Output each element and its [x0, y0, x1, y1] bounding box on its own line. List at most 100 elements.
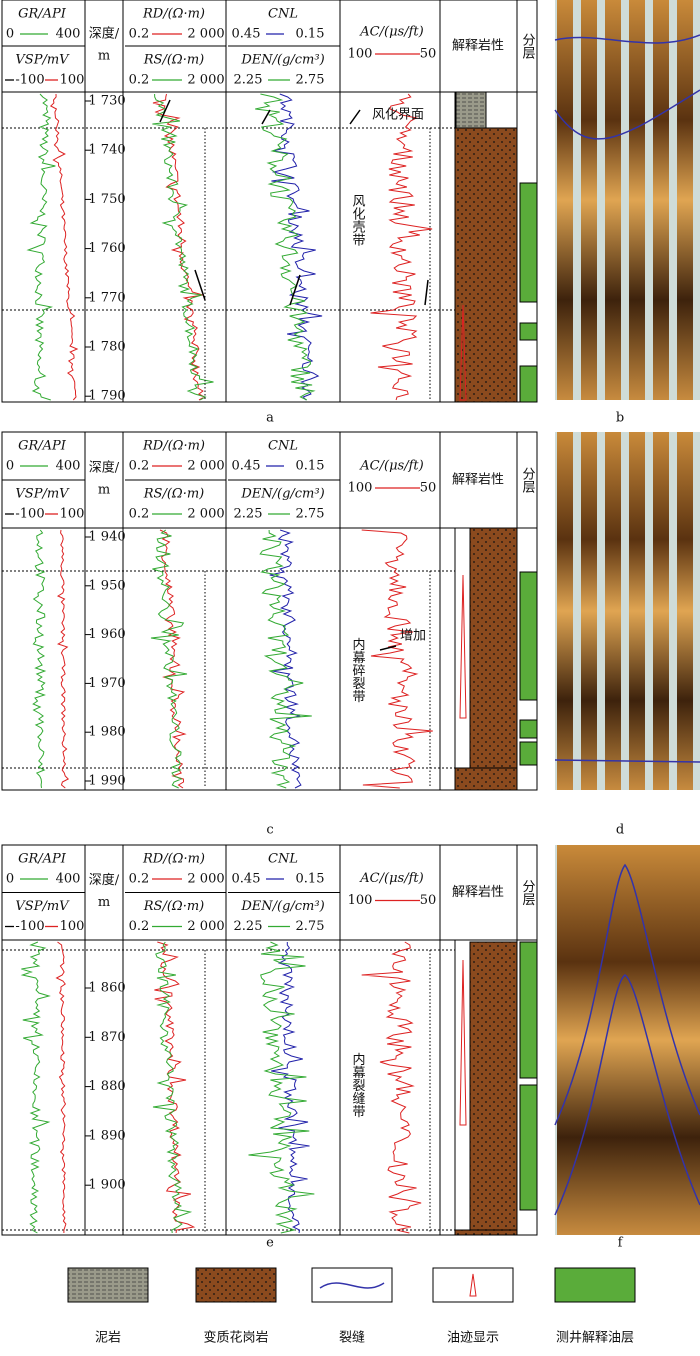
granite: [469, 527, 518, 769]
arrow: [194, 269, 206, 301]
header-label: 深度/: [89, 872, 120, 888]
mudstone: [455, 91, 487, 129]
legend-label: 泥岩: [95, 1331, 121, 1346]
header-label: 深度/: [89, 26, 120, 42]
header-label: 50: [420, 481, 437, 496]
core-strip: [677, 432, 693, 790]
header-label: VSP/mV: [15, 899, 70, 914]
header-label: 0: [6, 27, 14, 42]
oil-show: [459, 574, 467, 719]
log-curve: [154, 941, 196, 1234]
arrow: [289, 274, 301, 306]
depth-tick-label: 1 900: [88, 1178, 125, 1193]
depth-tick-label: 1 870: [88, 1030, 125, 1045]
oil-layer: [519, 719, 538, 739]
header-label: CNL: [268, 7, 298, 22]
legend-label: 裂缝: [339, 1331, 365, 1346]
header-label: 分层: [520, 33, 536, 60]
granite: [454, 127, 518, 403]
header-label: 0: [6, 459, 14, 474]
log-curve: [361, 941, 422, 1234]
core-strip: [605, 432, 621, 790]
depth-tick-label: 1 970: [88, 676, 125, 691]
log-curve: [152, 93, 206, 401]
image-bg: [555, 432, 700, 790]
fracture: [554, 34, 700, 44]
header-label: 0.2: [129, 919, 150, 934]
image-bg: [555, 0, 700, 400]
log-curve: [32, 529, 47, 789]
core-strip: [557, 845, 581, 1235]
legend-swatch: [67, 1267, 149, 1303]
oil-layer: [519, 365, 538, 403]
depth-tick-label: 1 780: [88, 340, 125, 355]
header-label: CNL: [268, 852, 298, 867]
header-label: 400: [56, 872, 81, 887]
oil-layer: [519, 182, 538, 303]
oil-layer: [519, 941, 538, 1079]
core-strip: [629, 0, 645, 400]
core-image: [554, 432, 700, 790]
header-label: 2 000: [187, 919, 224, 934]
header-label: 2 000: [187, 459, 224, 474]
header-label: AC/(μs/ft): [359, 459, 423, 474]
header-label: 0.15: [296, 459, 325, 474]
depth-tick-label: 1 960: [88, 627, 125, 642]
header-label: CNL: [268, 439, 298, 454]
header-label: RD/(Ω·m): [142, 439, 205, 454]
header-label: RD/(Ω·m): [142, 852, 205, 867]
core-strip: [677, 845, 700, 1235]
header-label: RS/(Ω·m): [143, 899, 204, 914]
depth-tick-label: 1 860: [88, 981, 125, 996]
log-curve: [159, 529, 187, 789]
core-strip: [629, 432, 645, 790]
header-label: 0.15: [296, 27, 325, 42]
header-label: 0.45: [232, 459, 261, 474]
header-label: DEN/(g/cm³): [240, 487, 324, 502]
arrow: [159, 99, 171, 123]
depth-tick-label: 1 880: [88, 1079, 125, 1094]
oil-layer: [519, 741, 538, 766]
header-label: RS/(Ω·m): [143, 53, 204, 68]
header-label: 100: [60, 919, 85, 934]
header-label: GR/API: [18, 439, 67, 454]
legend-oil: [469, 1273, 477, 1297]
granite: [469, 941, 518, 1231]
oil-show: [459, 959, 467, 1126]
header-label: AC/(μs/ft): [359, 25, 423, 40]
log-curve: [26, 93, 56, 401]
depth-tick-label: 1 990: [88, 774, 125, 789]
header-label: -100: [15, 507, 44, 522]
oil-layer: [519, 1084, 538, 1211]
core-strip: [581, 845, 605, 1235]
core-strip: [557, 0, 573, 400]
granite: [454, 1229, 518, 1236]
arrow: [349, 109, 361, 125]
arrow: [424, 279, 429, 306]
header-label: -100: [15, 919, 44, 934]
header-label: 100: [60, 73, 85, 88]
header-label: RD/(Ω·m): [142, 7, 205, 22]
log-curve: [49, 93, 79, 401]
header-label: 分层: [520, 467, 536, 494]
annotation: 风化壳带: [350, 194, 366, 246]
log-curve: [55, 941, 67, 1233]
log-curve: [370, 93, 433, 401]
header-label: 0.45: [232, 27, 261, 42]
depth-tick-label: 1 790: [88, 389, 125, 404]
header-label: 0.2: [129, 872, 150, 887]
image-label: f: [618, 1236, 624, 1251]
header-label: 100: [60, 507, 85, 522]
depth-tick-label: 1 730: [88, 94, 125, 109]
log-curve: [255, 93, 316, 401]
annotation: 风化界面: [372, 108, 424, 123]
legend-swatch: [432, 1267, 514, 1303]
header-label: 深度/: [89, 460, 120, 476]
core-strip: [605, 0, 621, 400]
log-curve: [248, 941, 315, 1234]
header-label: 2 000: [187, 507, 224, 522]
header-label: 0.45: [232, 872, 261, 887]
log-curve: [361, 529, 433, 789]
log-curve: [271, 942, 310, 1234]
log-curve: [150, 529, 188, 789]
